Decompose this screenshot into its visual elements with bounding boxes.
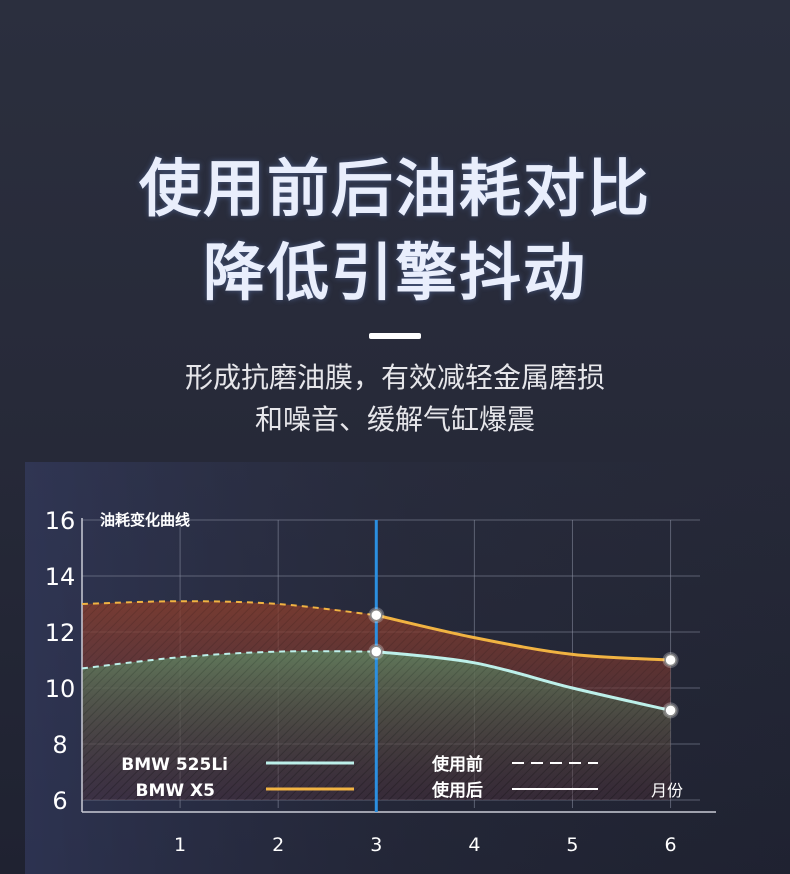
- x-axis-label: 月份: [651, 781, 683, 800]
- marker-series-2-x6: [665, 655, 676, 666]
- x-tick-label-6: 6: [665, 834, 677, 856]
- chart-title: 油耗变化曲线: [100, 511, 190, 529]
- x-tick-label-5: 5: [566, 834, 578, 856]
- marker-series-2-x3: [371, 610, 382, 621]
- marker-series-1-x3: [371, 646, 382, 657]
- y-tick-label-8: 8: [52, 731, 67, 759]
- y-tick-label-14: 14: [45, 563, 76, 591]
- y-tick-label-10: 10: [45, 675, 76, 703]
- y-tick-label-12: 12: [45, 619, 76, 647]
- legend-after-label: 使用后: [431, 780, 483, 801]
- legend-series-1-label: BMW 525Li: [121, 755, 228, 775]
- legend-before-label: 使用前: [431, 754, 483, 775]
- x-tick-label-3: 3: [370, 834, 382, 856]
- x-tick-label-1: 1: [174, 834, 186, 856]
- x-tick-label-2: 2: [272, 834, 284, 856]
- x-tick-label-4: 4: [468, 834, 480, 856]
- y-tick-label-6: 6: [52, 787, 67, 815]
- marker-series-1-x6: [665, 705, 676, 716]
- legend-series-2-label: BMW X5: [136, 781, 215, 801]
- y-tick-label-16: 16: [45, 507, 76, 535]
